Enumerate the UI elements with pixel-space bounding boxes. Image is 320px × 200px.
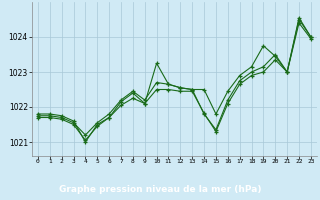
Text: Graphe pression niveau de la mer (hPa): Graphe pression niveau de la mer (hPa)	[59, 186, 261, 194]
